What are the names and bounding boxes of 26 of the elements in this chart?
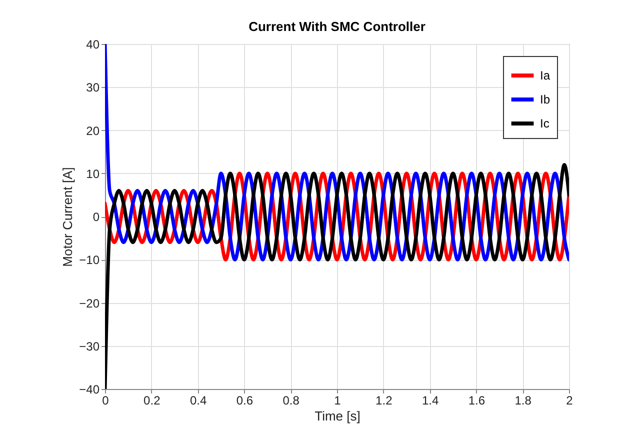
y-tick-label: 40 [86,38,100,52]
y-tick-label: 30 [86,80,100,95]
x-tick-label: 0.6 [236,394,254,408]
y-tick-label: 20 [86,124,100,138]
x-tick-label: 0.2 [144,394,161,408]
y-tick-label: −30 [79,339,100,354]
x-tick-label: 1.2 [376,394,393,408]
legend-label: Ia [540,68,550,82]
legend-label: Ic [540,116,550,130]
x-tick-label: 0.8 [282,394,300,408]
x-tick-label: 0.4 [190,394,207,408]
x-tick-label: 1.6 [468,394,486,408]
x-tick-label: 2 [566,394,574,408]
x-tick-label: 0 [102,394,110,408]
legend-label: Ib [540,92,550,106]
y-tick-label: −20 [79,296,100,310]
x-tick-label: 1.8 [514,394,532,408]
x-tick-label: 1.4 [422,394,439,408]
x-axis-title: Time [s] [314,408,360,424]
y-axis-title: Motor Current [A] [60,167,76,267]
y-tick-label: −40 [79,382,100,396]
chart-title: Current With SMC Controller [248,19,426,34]
y-tick-label: 10 [86,166,100,181]
y-tick-label: −10 [79,253,100,268]
x-tick-label: 1 [334,394,342,408]
y-tick-label: 0 [92,210,100,224]
